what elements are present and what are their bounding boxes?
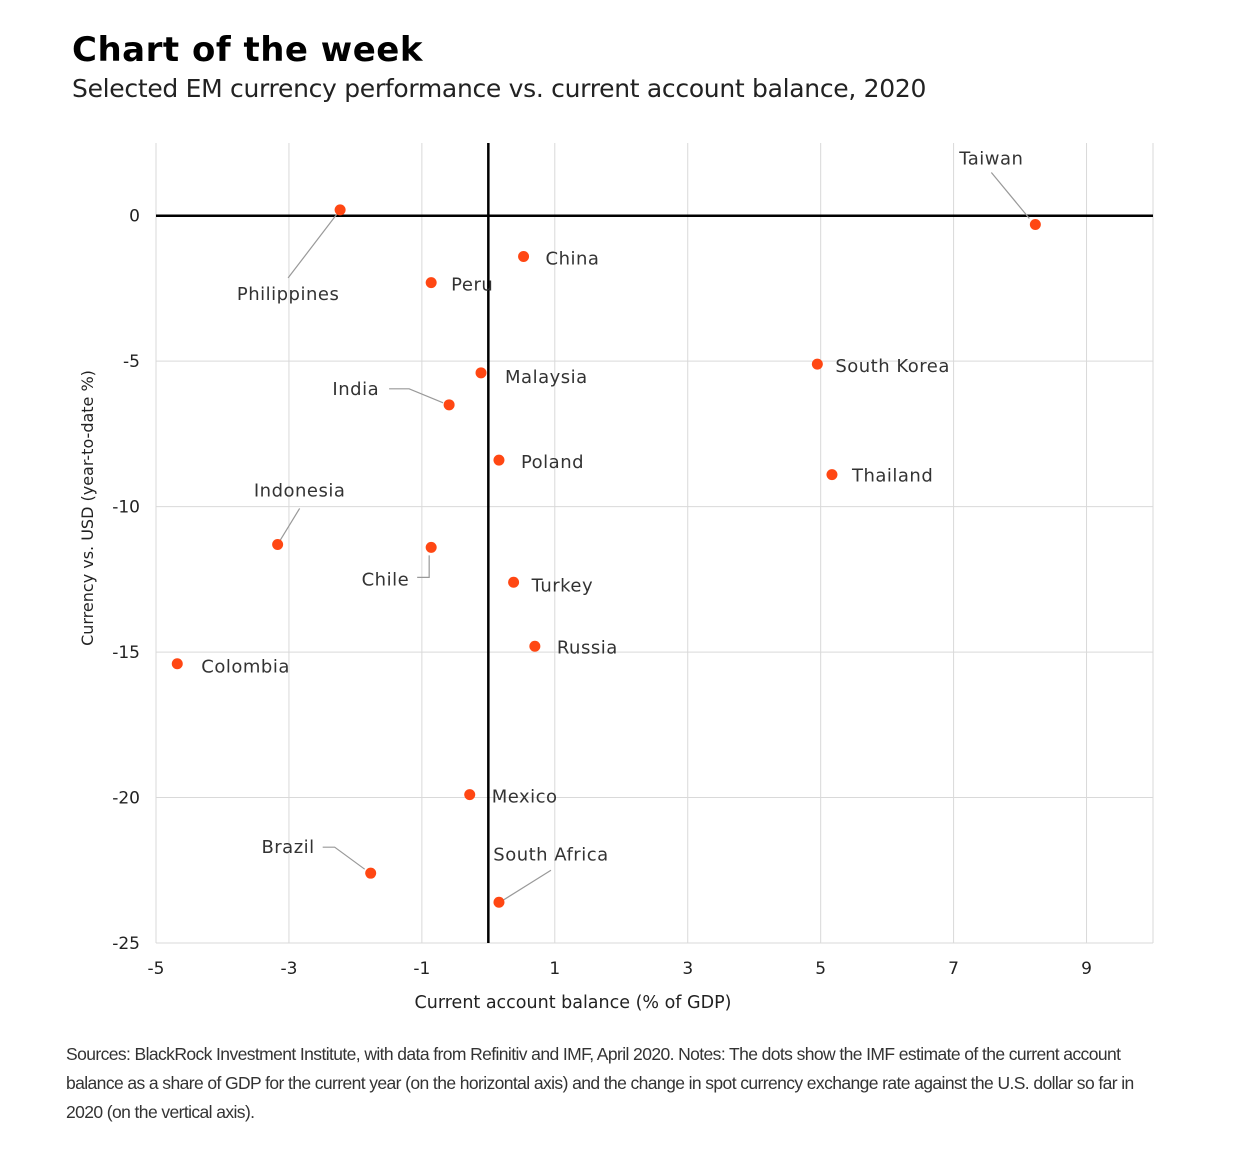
data-point — [425, 541, 437, 553]
leader-line — [990, 172, 1030, 219]
y-tick-label: -5 — [123, 352, 140, 372]
data-label: Malaysia — [505, 367, 588, 388]
x-tick-label: -5 — [148, 959, 165, 979]
data-point — [493, 454, 505, 466]
y-tick-label: -10 — [112, 498, 140, 518]
data-point — [826, 469, 838, 481]
leader-line — [277, 508, 301, 545]
leader-line — [322, 846, 366, 870]
data-point — [171, 658, 183, 670]
x-axis-label: Current account balance (% of GDP) — [415, 993, 732, 1013]
leader-line — [287, 209, 341, 279]
data-label: Colombia — [201, 657, 290, 678]
data-label: Peru — [451, 275, 493, 296]
data-point — [425, 277, 437, 289]
x-tick-label: -3 — [280, 959, 297, 979]
data-label: Mexico — [492, 787, 558, 808]
data-point — [1029, 218, 1041, 230]
data-point — [475, 367, 487, 379]
data-label: South Africa — [493, 844, 608, 865]
y-tick-label: 0 — [129, 207, 140, 227]
data-label: Indonesia — [254, 480, 346, 501]
data-label: China — [546, 248, 600, 269]
data-point — [272, 538, 284, 550]
data-point — [443, 399, 455, 411]
data-point — [334, 204, 346, 216]
data-label: Chile — [362, 569, 410, 590]
data-point — [464, 789, 476, 801]
data-label: Thailand — [851, 466, 933, 487]
data-label: Philippines — [237, 284, 339, 305]
data-point — [529, 640, 541, 652]
x-tick-label: -1 — [413, 959, 430, 979]
data-label: South Korea — [835, 356, 950, 377]
data-point — [365, 867, 377, 879]
leader-line — [389, 388, 444, 404]
leader-line — [417, 555, 430, 578]
data-point — [493, 896, 505, 908]
data-label: Turkey — [531, 575, 594, 596]
x-tick-label: 5 — [815, 959, 826, 979]
y-axis-label: Currency vs. USD (year-to-date %) — [78, 370, 97, 646]
data-point — [518, 250, 530, 262]
chart-title: Chart of the week — [72, 30, 423, 70]
x-tick-label: 3 — [682, 959, 693, 979]
data-label: Brazil — [261, 837, 314, 858]
x-tick-label: 1 — [549, 959, 560, 979]
y-tick-label: -15 — [112, 643, 140, 663]
data-label: Taiwan — [958, 148, 1023, 169]
y-tick-label: -25 — [112, 934, 140, 954]
data-label: Russia — [557, 637, 618, 658]
leader-line — [502, 869, 552, 901]
data-point — [811, 358, 823, 370]
footnote: Sources: BlackRock Investment Institute,… — [66, 1044, 1134, 1122]
y-tick-label: -20 — [112, 789, 140, 809]
chart-subtitle: Selected EM currency performance vs. cur… — [72, 74, 927, 103]
data-point — [508, 576, 520, 588]
data-label: India — [332, 379, 379, 400]
data-label: Poland — [521, 452, 584, 473]
x-tick-label: 7 — [948, 959, 959, 979]
x-tick-label: 9 — [1081, 959, 1092, 979]
